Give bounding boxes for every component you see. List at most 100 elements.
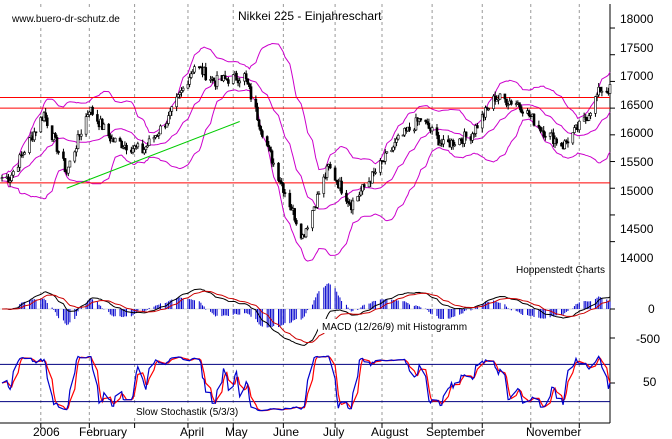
- price-candle: [548, 132, 552, 137]
- price-candle: [231, 74, 235, 84]
- price-candle: [288, 192, 292, 208]
- price-candle: [408, 126, 411, 131]
- price-candle: [157, 133, 161, 136]
- price-candle: [238, 80, 242, 84]
- y-tick-label: 17500: [620, 41, 654, 55]
- price-candle: [348, 202, 351, 205]
- price-candle: [459, 138, 463, 142]
- y-tick-label: 14000: [620, 251, 654, 265]
- price-candle: [167, 115, 170, 124]
- price-bars: [0, 62, 612, 240]
- price-candle: [280, 181, 284, 184]
- price-candle: [102, 123, 106, 130]
- price-candle: [75, 148, 78, 153]
- price-candle: [519, 106, 523, 113]
- price-candle: [283, 192, 287, 194]
- price-candle: [136, 143, 140, 148]
- price-candle: [379, 160, 382, 173]
- price-candle: [463, 131, 466, 144]
- x-tick-label: September: [426, 425, 485, 439]
- grid: [0, 4, 615, 428]
- price-candle: [464, 131, 468, 137]
- price-candle: [485, 107, 489, 110]
- price-candle: [248, 83, 251, 87]
- price-candle: [367, 181, 371, 188]
- bollinger-middle: [1, 75, 611, 210]
- bollinger-upper: [1, 42, 611, 175]
- price-candle: [527, 110, 531, 117]
- bollinger-lower: [1, 89, 611, 262]
- price-candle: [552, 132, 555, 144]
- price-candle: [188, 77, 191, 85]
- price-candle: [181, 87, 185, 91]
- price-candle: [50, 125, 54, 141]
- price-candle: [498, 93, 502, 100]
- price-candle: [63, 158, 67, 172]
- price-candle: [442, 139, 445, 145]
- price-candle: [419, 118, 423, 121]
- price-candle: [278, 180, 282, 183]
- price-candle: [235, 72, 238, 81]
- price-candle: [577, 120, 581, 131]
- y-tick-label: 16000: [620, 126, 654, 140]
- price-candle: [191, 71, 195, 75]
- stochastic-panel: [0, 355, 615, 412]
- price-candle: [361, 184, 364, 192]
- price-candle: [68, 160, 72, 168]
- price-candle: [555, 138, 558, 144]
- price-candle: [537, 124, 541, 128]
- price-candle: [16, 166, 20, 172]
- price-candle: [244, 73, 248, 80]
- price-candle: [23, 152, 26, 155]
- x-tick-label: February: [79, 425, 127, 439]
- price-candle: [246, 78, 250, 85]
- stoch-label-box: [134, 404, 242, 418]
- price-candle: [45, 117, 49, 126]
- price-candle: [345, 192, 348, 202]
- price-candle: [600, 90, 604, 93]
- price-candle: [437, 134, 440, 146]
- price-candle: [518, 102, 521, 107]
- price-candle: [62, 151, 65, 159]
- bollinger-bands: [1, 42, 611, 262]
- price-candle: [370, 171, 374, 184]
- price-candle: [532, 113, 536, 126]
- price-candle: [259, 126, 263, 132]
- price-candle: [267, 145, 271, 148]
- price-candle: [584, 116, 588, 121]
- price-candle: [146, 145, 149, 148]
- price-candle: [125, 144, 128, 151]
- price-candle: [446, 139, 450, 143]
- price-candle: [249, 86, 253, 100]
- price-candle: [472, 133, 476, 135]
- price-candle: [165, 123, 169, 128]
- price-candle: [8, 180, 12, 183]
- price-candle: [141, 143, 144, 154]
- price-candle: [10, 174, 14, 181]
- price-candle: [86, 114, 90, 118]
- price-candle: [257, 119, 261, 127]
- price-candle: [176, 94, 180, 98]
- trendline-line: [66, 121, 240, 189]
- stochastic-d-line: [1, 355, 611, 412]
- price-candle: [322, 176, 326, 194]
- price-candle: [316, 193, 319, 208]
- macd-label: MACD (12/26/9) mit Histogramm: [322, 322, 467, 333]
- price-candle: [33, 131, 36, 141]
- macd-y-tick-label: -500: [636, 332, 660, 346]
- macd-signal-line: [2, 290, 611, 344]
- price-candle: [497, 98, 500, 101]
- macd-y-tick-label: 0: [648, 302, 655, 316]
- price-candle: [66, 166, 70, 174]
- price-candle: [390, 150, 394, 152]
- price-candle: [544, 135, 547, 138]
- price-candle: [589, 113, 592, 116]
- chart-title: Nikkei 225 - Einjahreschart: [238, 9, 382, 23]
- price-candle: [503, 93, 507, 100]
- x-tick-label: June: [273, 425, 299, 439]
- price-candle: [261, 130, 264, 137]
- price-candle: [193, 66, 196, 73]
- price-candle: [346, 201, 350, 203]
- price-candle: [57, 151, 60, 153]
